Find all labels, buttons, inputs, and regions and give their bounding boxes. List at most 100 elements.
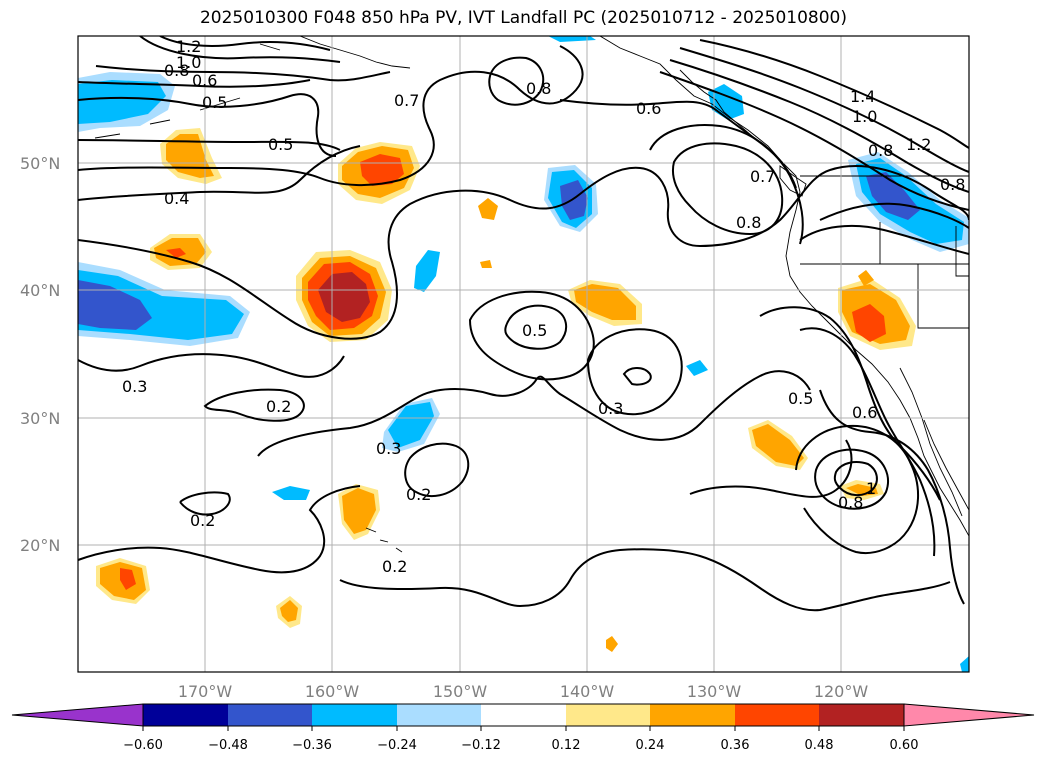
contour-0p8-ne — [659, 71, 969, 211]
contour-label: 0.8 — [838, 493, 863, 512]
colorbar-extend-low — [11, 703, 144, 727]
pos-region-159w-core — [318, 272, 370, 322]
neg-region-163w — [272, 486, 310, 500]
latitude-labels: 50°N 40°N 30°N 20°N — [20, 154, 60, 555]
vancouver-island — [779, 165, 807, 197]
contour-0p3-center — [468, 290, 595, 381]
longitude-labels: 170°W 160°W 150°W 140°W 130°W 120°W — [178, 682, 869, 701]
contour-0p5-nw — [78, 93, 337, 157]
pos-region-139w-l2 — [574, 284, 636, 320]
lon-label: 160°W — [305, 682, 360, 701]
colorbar: −0.60 −0.48 −0.36 −0.24 −0.12 0.12 0.24 … — [11, 703, 1035, 753]
contour-1p2-ne — [679, 47, 969, 173]
contour-0p2-sw-long — [78, 485, 361, 574]
hawaii — [365, 527, 403, 553]
colorbar-extend-high — [903, 703, 1035, 727]
pos-region-156w-l2 — [342, 488, 376, 534]
contour-label: 0.6 — [636, 99, 661, 118]
contour-label: 0.3 — [598, 399, 623, 418]
contour-1p4-ne — [699, 39, 969, 149]
contour-1-se-loop — [833, 461, 878, 496]
contour-0p8-nw — [95, 65, 391, 82]
neg-region-alaska-top — [548, 36, 596, 42]
contour-0p2-loop-s — [404, 442, 470, 498]
lat-label: 20°N — [20, 536, 60, 555]
contour-south-sweep — [819, 389, 965, 605]
map-content: 1.2 1.0 0.8 0.6 0.5 0.7 0.8 0.6 1.4 1.0 … — [78, 36, 969, 672]
contour-0p7-se-outer — [795, 424, 920, 554]
colorbar-tick-label: −0.12 — [461, 738, 501, 753]
lat-label: 30°N — [20, 409, 60, 428]
contour-label: 0.8 — [526, 79, 551, 98]
contour-label: 0.2 — [382, 557, 407, 576]
contour-label: 1.0 — [176, 53, 201, 72]
contour-0p2-south — [257, 370, 811, 457]
pos-region-162w-l2 — [280, 600, 298, 622]
colorbar-ticks — [142, 726, 905, 731]
contour-0p6-se — [799, 327, 936, 557]
colorbar-segment — [481, 704, 566, 726]
contour-0p5-mid — [78, 139, 341, 151]
neg-region-155w-l2 — [388, 402, 434, 448]
pos-region-176w-core — [120, 568, 136, 590]
colorbar-tick-label: 0.24 — [636, 738, 665, 753]
lat-label: 40°N — [20, 281, 60, 300]
pos-region-121w-core — [852, 304, 886, 342]
colorbar-tick-label: −0.48 — [208, 738, 248, 753]
contour-1p0-ne — [669, 59, 969, 193]
pos-region-148w — [478, 198, 498, 220]
shaded-anomalies — [78, 36, 969, 672]
colorbar-tick-label: 0.60 — [890, 738, 919, 753]
contour-label: 0.8 — [736, 213, 761, 232]
contour-0p5-se — [759, 306, 941, 501]
pos-region-158w-core — [360, 154, 404, 186]
lon-label: 150°W — [433, 682, 488, 701]
contour-label: 0.3 — [376, 439, 401, 458]
lon-label: 170°W — [178, 682, 233, 701]
colorbar-tick-label: −0.36 — [292, 738, 332, 753]
contour-1p2-nw — [159, 36, 331, 51]
lon-label: 120°W — [814, 682, 869, 701]
contour-0p4-loop — [78, 45, 584, 187]
lon-label: 130°W — [687, 682, 742, 701]
contour-label: 0.5 — [268, 135, 293, 154]
contour-0p5-center — [504, 304, 568, 350]
lon-label: 140°W — [560, 682, 615, 701]
contour-label: 0.8 — [940, 175, 965, 194]
pos-region-140w-small — [606, 636, 618, 652]
contour-label: 0.6 — [852, 403, 877, 422]
alaska-islands — [94, 36, 411, 139]
contour-label: 0.8 — [868, 141, 893, 160]
contour-0p7-ne-loop — [799, 224, 969, 255]
colorbar-frame — [142, 703, 905, 727]
contour-0p3-sw — [78, 353, 345, 378]
contour-1p0-nw — [139, 36, 341, 63]
contour-0p6-nw — [78, 79, 311, 88]
neg-region-142w-core — [560, 180, 588, 220]
map-frame — [77, 35, 970, 673]
pos-region-118w-small — [858, 270, 874, 286]
contour-0p8-se-loop — [814, 448, 889, 510]
neg-region-pnw-core — [866, 172, 920, 220]
contour-0p8-alaska — [488, 56, 545, 106]
colorbar-tick-label: −0.60 — [123, 738, 163, 753]
contour-label: 0.4 — [164, 189, 189, 208]
colorbar-tick-label: 0.48 — [805, 738, 834, 753]
colorbar-tick-label: 0.12 — [552, 738, 581, 753]
colorbar-tick-label: 0.36 — [721, 738, 750, 753]
contour-0p8-north-loop — [672, 142, 784, 236]
contour-label: 0.6 — [192, 71, 217, 90]
contour-labels: 1.2 1.0 0.8 0.6 0.5 0.7 0.8 0.6 1.4 1.0 … — [122, 37, 965, 576]
colorbar-segment — [312, 704, 397, 726]
coastlines — [94, 36, 969, 553]
pos-region-147w-small — [480, 260, 492, 268]
contour-label: 0.7 — [394, 91, 419, 110]
gridlines — [78, 36, 969, 672]
contour-label: 1 — [866, 479, 876, 498]
contour-0p2-south-long — [339, 548, 951, 612]
map-title: 2025010300 F048 850 hPa PV, IVT Landfall… — [199, 8, 847, 28]
pos-region-172w-mid-core — [166, 248, 186, 258]
colorbar-tick-label: −0.24 — [377, 738, 417, 753]
contour-label: 1.2 — [906, 135, 931, 154]
